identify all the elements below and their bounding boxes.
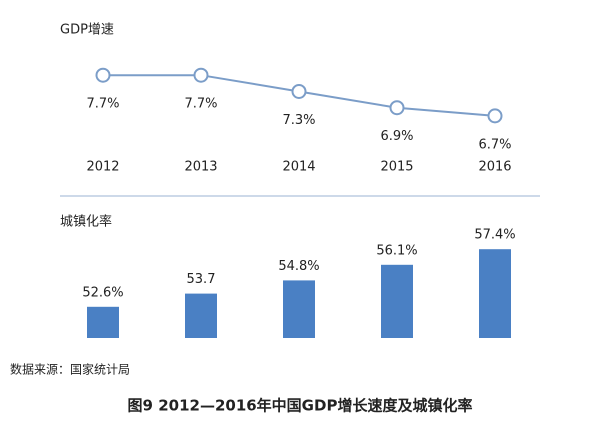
chart-title: GDP增速	[60, 23, 114, 38]
bar	[381, 264, 413, 338]
value-label: 54.8%	[278, 259, 319, 274]
point	[193, 67, 209, 83]
bar	[479, 249, 511, 338]
point	[487, 108, 503, 124]
value-label: 6.7%	[478, 137, 511, 152]
value-label: 7.3%	[282, 113, 315, 128]
chart-title: 城镇化率	[60, 214, 112, 230]
x-tick-label: 2016	[478, 160, 511, 175]
value-label: 7.7%	[86, 97, 119, 112]
value-label: 53.7	[187, 272, 216, 287]
x-tick-label: 2013	[184, 160, 217, 175]
x-tick-label: 2015	[380, 160, 413, 175]
point	[291, 83, 307, 99]
value-label: 56.1%	[376, 243, 417, 258]
value-label: 7.7%	[184, 97, 217, 112]
caption: 图9 2012—2016年中国GDP增长速度及城镇化率	[128, 397, 473, 415]
x-tick-label: 2012	[86, 160, 119, 175]
bar	[283, 280, 315, 338]
source: 数据来源：国家统计局	[10, 362, 130, 377]
value-label: 6.9%	[380, 129, 413, 144]
bar	[87, 306, 119, 338]
value-label: 52.6%	[82, 285, 123, 300]
x-tick-label: 2014	[282, 160, 315, 175]
point	[389, 100, 405, 116]
bar	[185, 293, 217, 338]
value-label: 57.4%	[474, 228, 515, 243]
point	[95, 67, 111, 83]
